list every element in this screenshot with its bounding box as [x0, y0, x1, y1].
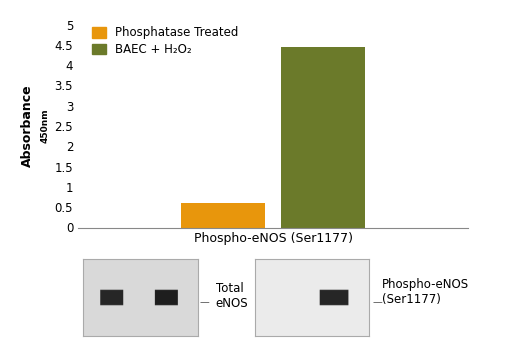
Text: Total
eNOS: Total eNOS — [216, 282, 249, 310]
Text: 450nm: 450nm — [41, 109, 49, 143]
Text: —: — — [372, 297, 382, 307]
Bar — [281, 47, 365, 228]
Text: Absorbance: Absorbance — [21, 85, 34, 167]
Text: Phospho-eNOS
(Ser1177): Phospho-eNOS (Ser1177) — [382, 278, 470, 306]
Text: —: — — [199, 297, 209, 307]
Legend: Phosphatase Treated, BAEC + H₂O₂: Phosphatase Treated, BAEC + H₂O₂ — [92, 26, 239, 56]
Bar — [181, 203, 265, 228]
